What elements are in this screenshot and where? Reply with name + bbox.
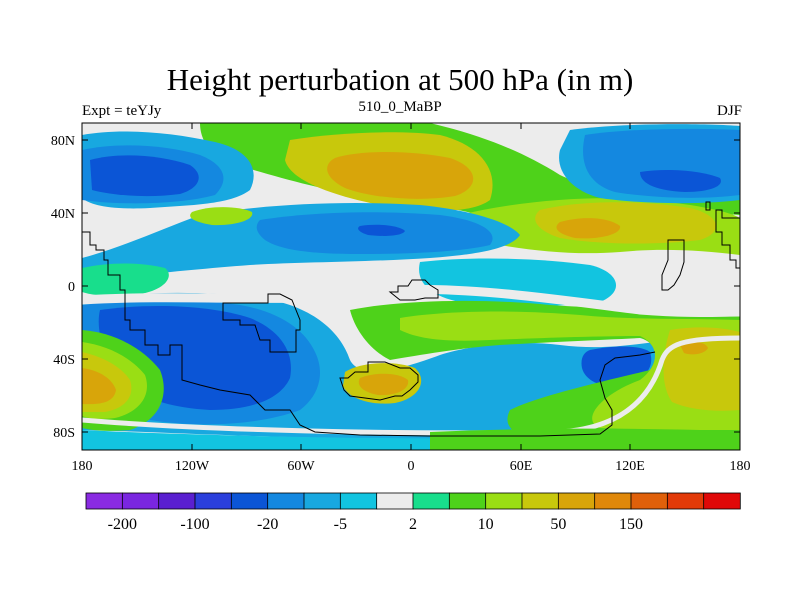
colorbar-swatch-13 bbox=[557, 492, 596, 510]
case-label: 510_0_MaBP bbox=[358, 99, 442, 115]
y-label-80s: 80S bbox=[53, 426, 75, 441]
colorbar-label-0: -200 bbox=[108, 516, 137, 533]
contour-darkblue-na bbox=[90, 155, 199, 197]
x-label-120w: 120W bbox=[175, 459, 210, 474]
colorbar-swatch-6 bbox=[303, 492, 342, 510]
colorbar-label-6: 50 bbox=[550, 516, 566, 533]
x-label-180e: 180 bbox=[730, 459, 751, 474]
x-axis: 180 120W 60W 0 60E 120E 180 bbox=[72, 123, 751, 474]
contour-green-pacific bbox=[82, 263, 169, 297]
experiment-label: Expt = teYJy bbox=[82, 103, 162, 119]
colorbar-swatch-14 bbox=[594, 492, 632, 510]
contour-orange-north bbox=[327, 152, 474, 199]
y-label-80n: 80N bbox=[51, 134, 75, 149]
colorbar-swatch-15 bbox=[630, 492, 669, 510]
x-label-0: 0 bbox=[408, 459, 415, 474]
colorbar-label-5: 10 bbox=[478, 516, 494, 533]
colorbar-swatch-17 bbox=[703, 492, 741, 510]
colorbar-swatch-5 bbox=[267, 492, 305, 510]
contour-darkblue-subtrop bbox=[358, 224, 405, 236]
colorbar-label-2: -20 bbox=[257, 516, 278, 533]
colorbar-swatch-8 bbox=[376, 492, 414, 510]
contour-field bbox=[82, 123, 740, 450]
y-label-40n: 40N bbox=[51, 207, 75, 222]
contour-lightgreen-na-spot bbox=[190, 207, 253, 226]
colorbar-swatch-12 bbox=[521, 492, 560, 510]
y-label-0: 0 bbox=[68, 280, 75, 295]
colorbar-swatch-3 bbox=[194, 492, 233, 510]
contour-orange-south-atl bbox=[358, 373, 409, 396]
colorbar: -200 -100 -20 -5 2 10 50 150 bbox=[85, 492, 741, 533]
colorbar-swatch-2 bbox=[158, 492, 196, 510]
colorbar-swatch-9 bbox=[412, 492, 451, 510]
colorbar-swatch-11 bbox=[485, 492, 523, 510]
colorbar-swatch-0 bbox=[85, 492, 124, 510]
colorbar-label-4: 2 bbox=[409, 516, 417, 533]
y-axis: 80N 40N 0 40S 80S bbox=[51, 134, 740, 441]
contour-lightgreen-south bbox=[400, 311, 740, 431]
contour-orange-asia bbox=[556, 218, 621, 239]
contour-orange-south-e bbox=[680, 342, 708, 355]
colorbar-swatch-16 bbox=[666, 492, 705, 510]
colorbar-swatch-4 bbox=[230, 492, 269, 510]
x-label-60w: 60W bbox=[287, 459, 315, 474]
x-label-60e: 60E bbox=[510, 459, 533, 474]
contour-darkblue-asia-n bbox=[640, 170, 721, 192]
y-label-40s: 40S bbox=[53, 353, 75, 368]
x-label-180w: 180 bbox=[72, 459, 93, 474]
chart-title: Height perturbation at 500 hPa (in m) bbox=[166, 62, 634, 97]
coastlines bbox=[82, 201, 740, 437]
colorbar-label-1: -100 bbox=[180, 516, 209, 533]
colorbar-swatch-7 bbox=[339, 492, 378, 510]
contour-green-antarctic bbox=[430, 428, 740, 450]
x-label-120e: 120E bbox=[615, 459, 645, 474]
neutral-gap-tropics bbox=[82, 284, 740, 317]
colorbar-label-7: 150 bbox=[619, 516, 643, 533]
colorbar-swatch-1 bbox=[121, 492, 160, 510]
colorbar-label-3: -5 bbox=[334, 516, 347, 533]
contour-orange-sw bbox=[82, 368, 116, 405]
season-label: DJF bbox=[716, 103, 742, 119]
colorbar-swatch-10 bbox=[448, 492, 487, 510]
